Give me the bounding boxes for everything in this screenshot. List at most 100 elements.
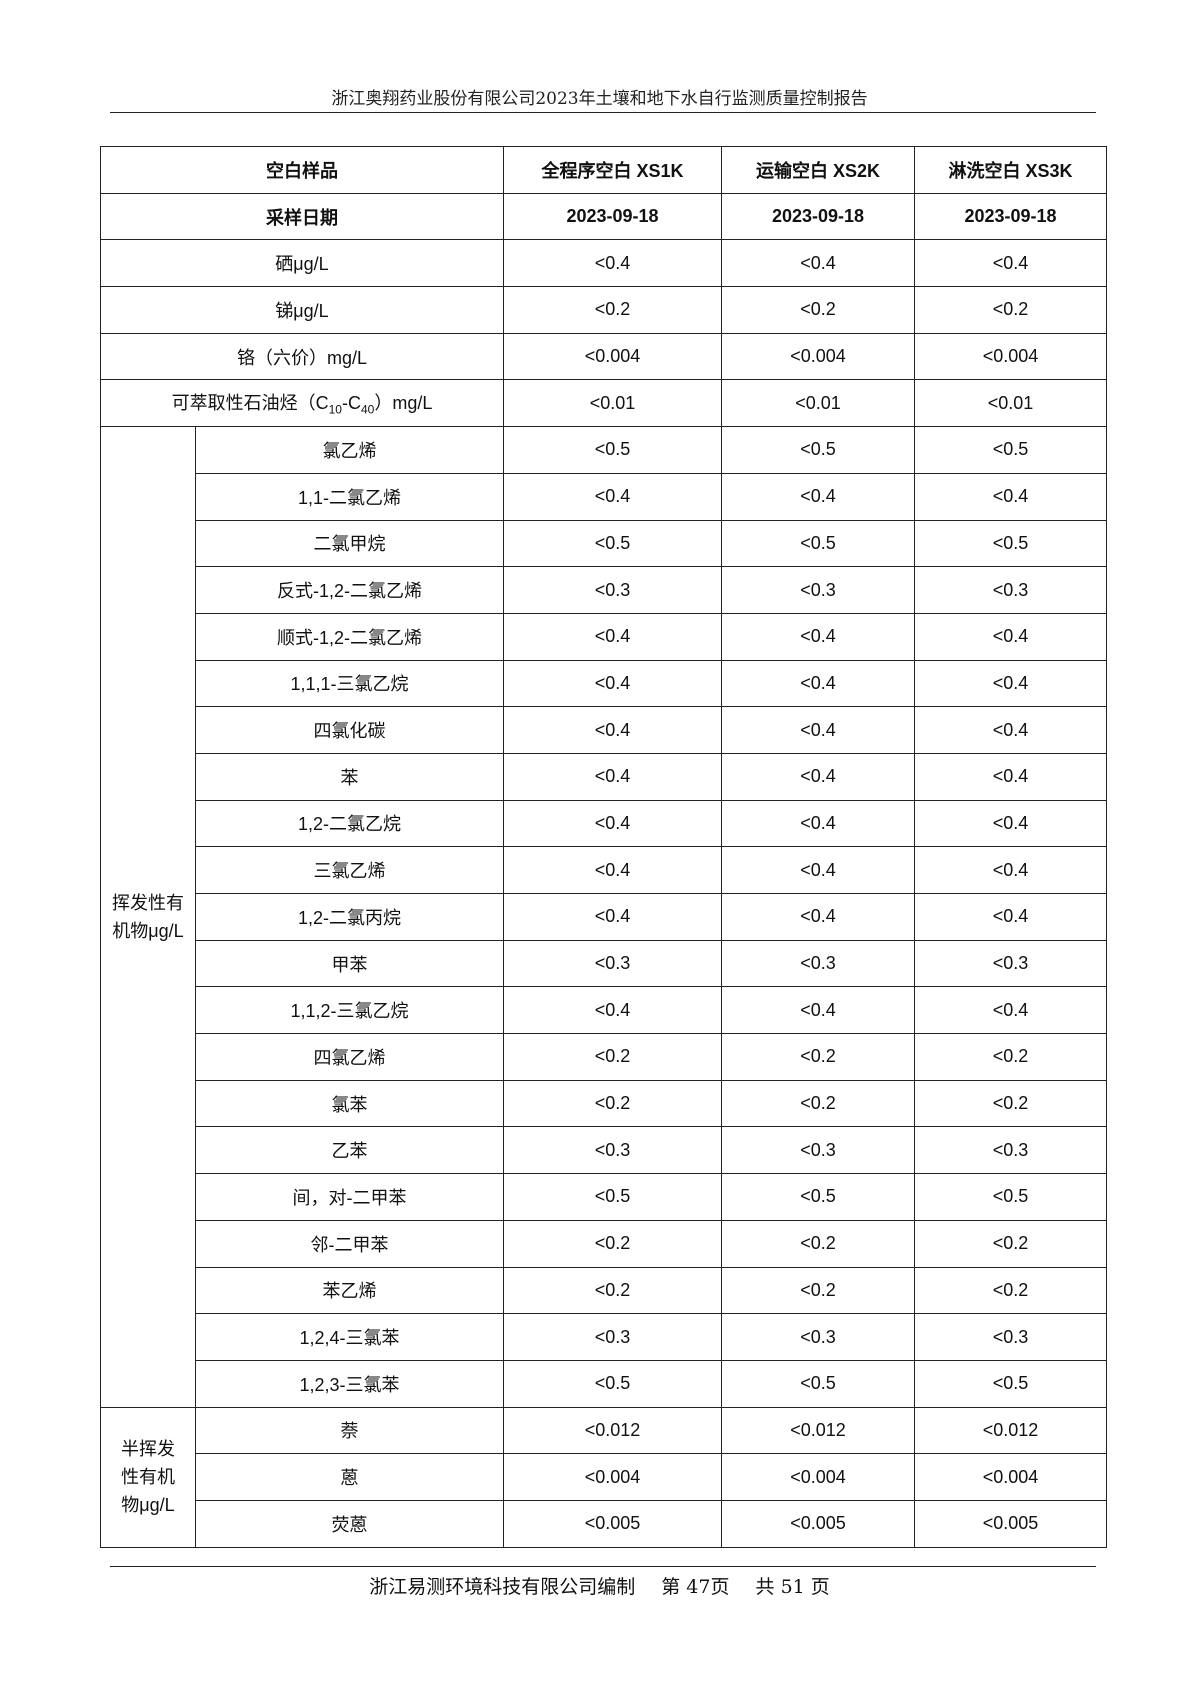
- subscript: 40: [360, 403, 375, 418]
- row-label: 苯: [195, 752, 504, 801]
- row-label: 三氯乙烯: [195, 846, 504, 894]
- row-label: 二氯甲烷: [195, 519, 504, 568]
- table-row: 挥发性有机物μg/L 氯乙烯 <0.5 <0.5 <0.5: [100, 426, 1107, 1408]
- cell: <0.4: [914, 846, 1107, 894]
- cell: <0.4: [721, 659, 915, 708]
- cell: <0.4: [914, 752, 1107, 801]
- cell: <0.2: [914, 1033, 1107, 1081]
- row-label: 采样日期: [100, 192, 504, 241]
- table-row: 四氯化碳 <0.4 <0.4 <0.4: [101, 706, 1107, 754]
- cell: <0.4: [503, 752, 722, 801]
- cell: <0.4: [503, 612, 722, 661]
- table-row: 顺式-1,2-二氯乙烯 <0.4 <0.4 <0.4: [101, 612, 1107, 661]
- label-part: -C: [341, 393, 361, 414]
- cell: <0.4: [503, 893, 722, 941]
- cell: <0.4: [914, 659, 1107, 708]
- table-row: 1,1,1-三氯乙烷 <0.4 <0.4 <0.4: [101, 659, 1107, 708]
- cell: <0.4: [503, 986, 722, 1035]
- row-label: 1,2,4-三氯苯: [195, 1313, 504, 1361]
- cell: <0.3: [721, 566, 915, 614]
- cell: <0.4: [721, 986, 915, 1035]
- table-row: 苯乙烯 <0.2 <0.2 <0.2: [101, 1266, 1107, 1315]
- cell: <0.5: [721, 426, 915, 474]
- table-row: 四氯乙烯 <0.2 <0.2 <0.2: [101, 1033, 1107, 1081]
- cell: <0.5: [503, 519, 722, 568]
- row-label: 1,2,3-三氯苯: [195, 1359, 504, 1408]
- cell: <0.2: [721, 1079, 915, 1128]
- cell: <0.3: [914, 1313, 1107, 1361]
- row-label: 邻-二甲苯: [195, 1219, 504, 1268]
- table-row: 蒽 <0.004 <0.004 <0.004: [101, 1453, 1107, 1501]
- row-label: 氯苯: [195, 1079, 504, 1128]
- table-row: 1,1-二氯乙烯 <0.4 <0.4 <0.4: [101, 472, 1107, 521]
- row-label: 1,2-二氯丙烷: [195, 893, 504, 941]
- table-row: 甲苯 <0.3 <0.3 <0.3: [101, 939, 1107, 988]
- group-label: 半挥发性有机物μg/L: [100, 1406, 196, 1548]
- row-label: 乙苯: [195, 1126, 504, 1175]
- cell: <0.2: [721, 1033, 915, 1081]
- cell: <0.2: [721, 1266, 915, 1315]
- table-row: 邻-二甲苯 <0.2 <0.2 <0.2: [101, 1219, 1107, 1268]
- cell: <0.005: [914, 1499, 1107, 1548]
- row-label: 蒽: [195, 1453, 504, 1501]
- row-label: 1,1,1-三氯乙烷: [195, 659, 504, 708]
- cell: <0.012: [721, 1406, 915, 1455]
- page-footer: 浙江易测环境科技有限公司编制 第 47页 共 51 页: [0, 1572, 1199, 1599]
- cell: <0.4: [914, 706, 1107, 754]
- row-label: 间，对-二甲苯: [195, 1173, 504, 1221]
- table-row: 反式-1,2-二氯乙烯 <0.3 <0.3 <0.3: [101, 566, 1107, 614]
- cell: <0.4: [721, 893, 915, 941]
- cell: <0.3: [503, 1313, 722, 1361]
- cell: <0.4: [721, 799, 915, 848]
- row-label: 反式-1,2-二氯乙烯: [195, 566, 504, 614]
- column-header: 运输空白 XS2K: [721, 146, 915, 194]
- row-label: 顺式-1,2-二氯乙烯: [195, 612, 504, 661]
- cell: <0.5: [914, 426, 1107, 474]
- cell: <0.5: [914, 1359, 1107, 1408]
- page-header: 浙江奥翔药业股份有限公司2023年土壤和地下水自行监测质量控制报告: [331, 89, 868, 109]
- cell: <0.004: [503, 1453, 722, 1501]
- cell: <0.5: [503, 1359, 722, 1408]
- cell: <0.2: [721, 1219, 915, 1268]
- row-label: 萘: [195, 1406, 504, 1455]
- group-label: 挥发性有机物μg/L: [100, 426, 196, 1408]
- cell: <0.2: [914, 1266, 1107, 1315]
- cell: <0.2: [503, 1079, 722, 1128]
- footer-company: 浙江易测环境科技有限公司编制: [369, 1576, 636, 1598]
- cell: <0.2: [721, 286, 915, 334]
- cell: <0.2: [914, 1079, 1107, 1128]
- cell: <0.4: [914, 472, 1107, 521]
- row-label: 可萃取性石油烃（C10-C40）mg/L: [100, 379, 504, 428]
- cell: <0.2: [914, 286, 1107, 334]
- cell: <0.5: [721, 519, 915, 568]
- table-row: 1,2-二氯丙烷 <0.4 <0.4 <0.4: [101, 893, 1107, 941]
- cell: <0.5: [503, 1173, 722, 1221]
- cell: <0.3: [503, 939, 722, 988]
- cell: <0.4: [503, 799, 722, 848]
- footer-divider: [110, 1566, 1096, 1567]
- cell: <0.4: [914, 239, 1107, 288]
- cell: <0.3: [914, 939, 1107, 988]
- cell: <0.01: [914, 379, 1107, 428]
- row-label: 锑μg/L: [100, 286, 504, 334]
- cell: <0.4: [503, 239, 722, 288]
- cell: <0.5: [721, 1359, 915, 1408]
- cell: <0.4: [503, 472, 722, 521]
- cell: <0.4: [914, 799, 1107, 848]
- table-row: 锑μg/L <0.2 <0.2 <0.2: [100, 286, 1107, 334]
- table-row: 1,2,4-三氯苯 <0.3 <0.3 <0.3: [101, 1313, 1107, 1361]
- row-label: 苯乙烯: [195, 1266, 504, 1315]
- cell: <0.5: [721, 1173, 915, 1221]
- row-label: 四氯乙烯: [195, 1033, 504, 1081]
- row-label: 硒μg/L: [100, 239, 504, 288]
- cell: <0.4: [914, 893, 1107, 941]
- cell: 2023-09-18: [721, 192, 915, 241]
- table-row: 1,2-二氯乙烷 <0.4 <0.4 <0.4: [101, 799, 1107, 848]
- table-row: 二氯甲烷 <0.5 <0.5 <0.5: [101, 519, 1107, 568]
- cell: <0.01: [503, 379, 722, 428]
- cell: <0.4: [721, 752, 915, 801]
- cell: <0.004: [914, 332, 1107, 381]
- label-part: 可萃取性石油烃（C: [171, 393, 329, 414]
- cell: <0.3: [721, 939, 915, 988]
- cell: 2023-09-18: [914, 192, 1107, 241]
